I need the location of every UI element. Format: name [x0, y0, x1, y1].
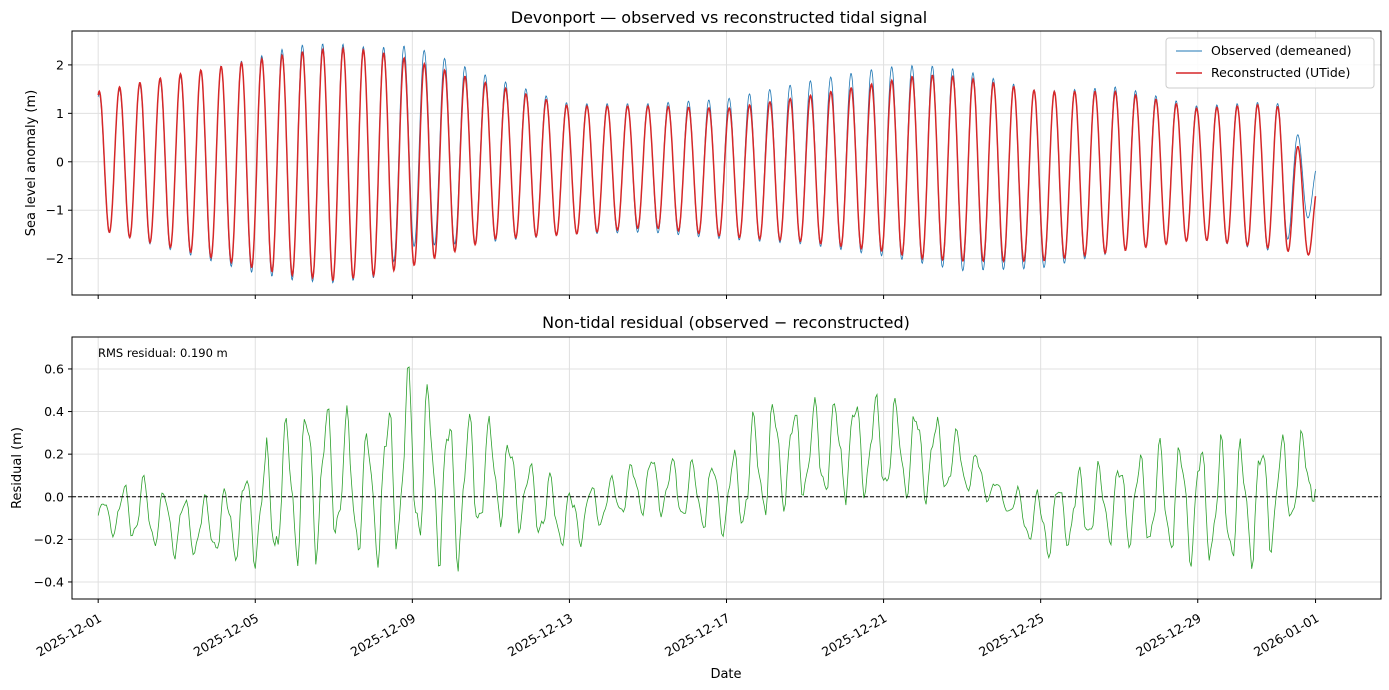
- top-chart-title: Devonport — observed vs reconstructed ti…: [511, 8, 928, 27]
- bottom-y-tick-label: 0.6: [44, 361, 64, 376]
- bottom-x-tick-label: 2025-12-01: [34, 610, 104, 659]
- bottom-y-tick-label: 0.4: [44, 404, 64, 419]
- bottom-plot-frame: [71, 336, 1382, 600]
- top-y-tick-label: −1: [46, 203, 64, 218]
- bottom-x-tick-label: 2025-12-21: [819, 610, 889, 659]
- bottom-y-tick-label: −0.2: [34, 532, 64, 547]
- top-y-tick-label: 2: [56, 57, 64, 72]
- bottom-chart-title: Non-tidal residual (observed − reconstru…: [542, 313, 910, 332]
- top-gridlines: [72, 31, 1381, 295]
- legend-observed-label: Observed (demeaned): [1211, 43, 1352, 58]
- bottom-x-axis-label: Date: [710, 667, 741, 682]
- top-legend: Observed (demeaned) Reconstructed (UTide…: [1165, 37, 1375, 89]
- top-plot-frame: [71, 30, 1382, 296]
- bottom-chart: Non-tidal residual (observed − reconstru…: [10, 313, 1382, 682]
- bottom-y-tick-label: −0.4: [34, 574, 64, 589]
- series-residual-line: [97, 366, 1316, 572]
- series-reconstructed-line: [97, 46, 1317, 282]
- series-observed-line: [97, 43, 1316, 284]
- legend-frame: [1165, 37, 1375, 89]
- bottom-x-tick-label: 2025-12-25: [976, 610, 1046, 659]
- bottom-x-tick-label: 2025-12-29: [1133, 610, 1203, 659]
- bottom-y-axis-label: Residual (m): [10, 427, 25, 509]
- top-chart: Devonport — observed vs reconstructed ti…: [24, 8, 1382, 299]
- legend-reconstructed-label: Reconstructed (UTide): [1211, 65, 1350, 80]
- top-y-tick-label: 0: [56, 154, 64, 169]
- top-y-tick-label: 1: [56, 106, 64, 121]
- bottom-y-tick-label: 0.2: [44, 447, 64, 462]
- bottom-x-tick-label: 2025-12-13: [505, 610, 575, 659]
- bottom-x-tick-label: 2025-12-05: [191, 610, 261, 659]
- top-y-tick-label: −2: [46, 251, 64, 266]
- bottom-x-ticks: 2025-12-01 2025-12-05 2025-12-09 2025-12-13…: [34, 599, 1321, 660]
- bottom-y-tick-label: 0.0: [44, 489, 64, 504]
- top-y-ticks: −2 −1 0 1 2: [46, 57, 72, 266]
- top-x-ticks: [97, 295, 1317, 299]
- bottom-x-tick-label: 2025-12-17: [662, 610, 732, 659]
- top-y-axis-label: Sea level anomaly (m): [24, 90, 39, 236]
- bottom-gridlines: [72, 337, 1381, 599]
- bottom-x-tick-label: 2025-12-09: [348, 610, 418, 659]
- top-series-group: [97, 43, 1317, 284]
- rms-annotation: RMS residual: 0.190 m: [98, 346, 228, 360]
- bottom-series-group: [97, 366, 1316, 572]
- bottom-x-tick-label: 2026-01-01: [1251, 610, 1321, 659]
- bottom-y-ticks: −0.4 −0.2 0.0 0.2 0.4 0.6: [34, 361, 72, 589]
